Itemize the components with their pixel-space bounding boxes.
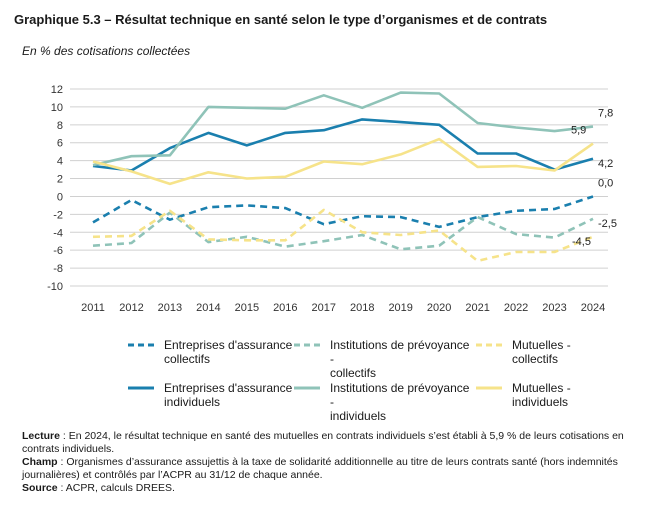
y-tick-label: -4 (53, 227, 63, 239)
chart-title: Graphique 5.3 – Résultat technique en sa… (14, 12, 548, 27)
y-tick-label: -10 (47, 281, 63, 293)
data-label: -2,5 (598, 218, 617, 230)
x-tick-label: 2018 (350, 302, 374, 314)
x-tick-label: 2017 (312, 302, 336, 314)
x-tick-label: 2019 (388, 302, 412, 314)
x-tick-label: 2012 (119, 302, 143, 314)
chart-subtitle: En % des cotisations collectées (22, 44, 191, 58)
note-champ-text: : Organismes d’assurance assujettis à la… (22, 456, 618, 481)
data-label: 0,0 (598, 177, 613, 189)
x-tick-label: 2020 (427, 302, 451, 314)
y-tick-label: 10 (51, 102, 63, 114)
x-tick-label: 2015 (235, 302, 259, 314)
data-label: 5,9 (571, 125, 586, 137)
note-lecture: Lecture : En 2024, le résultat technique… (22, 430, 652, 455)
series-line-4 (92, 91, 594, 167)
data-label: 7,8 (598, 108, 613, 120)
data-label: -4,5 (572, 236, 591, 248)
x-tick-label: 2023 (542, 302, 566, 314)
y-tick-label: -2 (53, 209, 63, 221)
series-line-2 (92, 208, 594, 263)
x-tick-label: 2016 (273, 302, 297, 314)
note-champ-label: Champ (22, 456, 58, 468)
x-tick-label: 2021 (465, 302, 489, 314)
y-tick-label: 0 (57, 191, 63, 203)
data-label: 4,2 (598, 158, 613, 170)
note-lecture-label: Lecture (22, 430, 60, 442)
y-tick-label: 4 (57, 156, 63, 168)
series-line-5 (92, 137, 594, 186)
x-tick-label: 2014 (196, 302, 220, 314)
note-champ: Champ : Organismes d’assurance assujetti… (22, 456, 652, 481)
y-tick-label: 8 (57, 120, 63, 132)
y-tick-label: 12 (51, 84, 63, 96)
x-tick-label: 2013 (158, 302, 182, 314)
y-tick-label: 6 (57, 138, 63, 150)
x-tick-label: 2024 (581, 302, 605, 314)
y-tick-label: -6 (53, 245, 63, 257)
x-tick-label: 2011 (81, 302, 105, 314)
chart-notes: Lecture : En 2024, le résultat technique… (22, 430, 652, 496)
x-tick-label: 2022 (504, 302, 528, 314)
line-chart: -10 -8 -6 -4 -2 0 2 4 6 8 10 12 2011 2012 2013 2014 2015… (47, 84, 617, 314)
note-source-label: Source (22, 482, 58, 494)
note-source-text: : ACPR, calculs DREES. (57, 482, 175, 494)
note-source: Source : ACPR, calculs DREES. (22, 482, 652, 495)
y-tick-label: 2 (57, 174, 63, 186)
y-tick-label: -8 (53, 263, 63, 275)
note-lecture-text: : En 2024, le résultat technique en sant… (22, 430, 624, 455)
